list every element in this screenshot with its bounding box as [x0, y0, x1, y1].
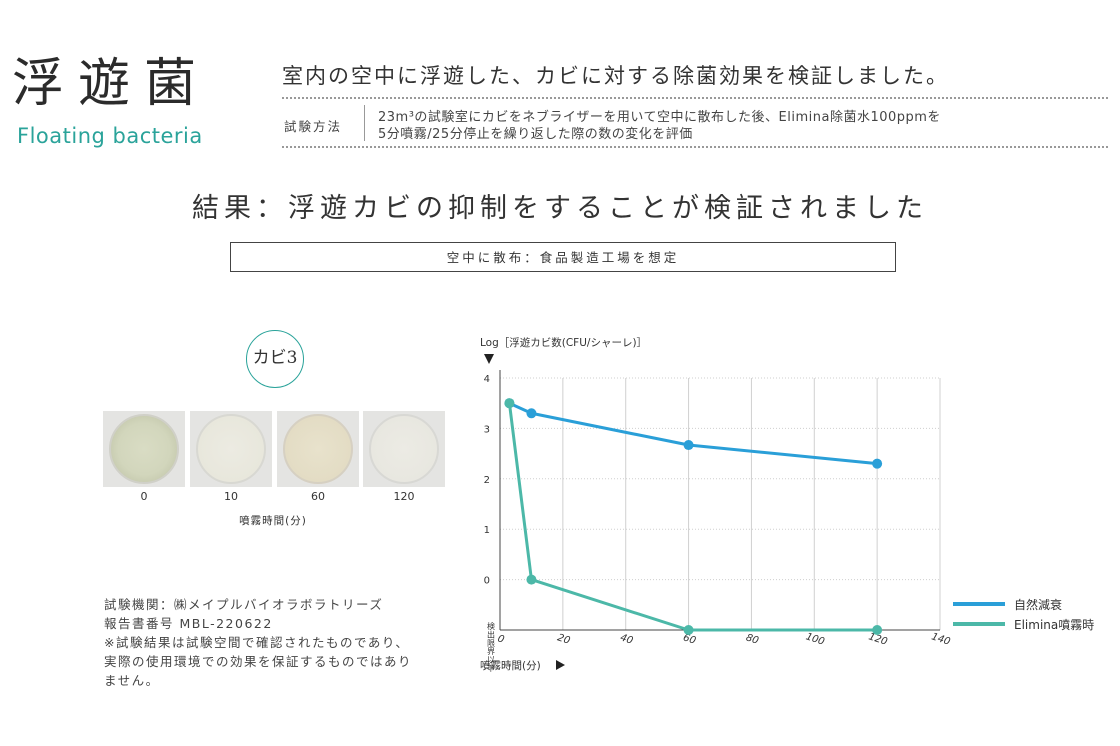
plate-label: 60	[311, 490, 325, 503]
info-lab: 試験機関：㈱メイプルバイオラボラトリーズ	[104, 597, 384, 612]
petri-plate-120	[363, 411, 445, 487]
headline: 室内の空中に浮遊した、カビに対する除菌効果を検証しました。	[282, 64, 949, 88]
series-line-1	[507, 403, 878, 632]
page-title: 浮遊菌	[12, 54, 211, 114]
petri-plate-60	[277, 411, 359, 487]
petri-dish-image	[369, 414, 439, 484]
detection-limit-label-char: 以	[487, 656, 495, 665]
plate-label: 0	[140, 490, 148, 503]
plate-label: 120	[393, 490, 415, 503]
divider-top	[282, 97, 1108, 99]
mold-badge: カビ3	[246, 330, 304, 388]
y-axis-label: Log［浮遊カビ数(CFU/シャーレ)］	[480, 336, 647, 349]
result-heading: 結果：浮遊カビの抑制をすることが検証されました	[192, 193, 928, 224]
detection-limit-label-char: 出	[487, 629, 495, 639]
x-tick-label: 80	[744, 632, 760, 646]
y-axis-arrow-icon	[484, 354, 494, 364]
x-axis-label: 噴霧時間(分)	[480, 660, 541, 672]
legend-label-elimina: Elimina噴霧時	[1014, 618, 1095, 632]
method-text-line2: 5分噴霧/25分停止を繰り返した際の数の変化を評価	[378, 127, 693, 142]
petri-plate-0	[103, 411, 185, 487]
method-label: 試験方法	[284, 119, 343, 134]
x-tick-label: 0	[496, 633, 505, 645]
y-tick-label: 2	[484, 475, 490, 486]
detection-limit-label-char: 下	[487, 664, 495, 673]
y-tick-label: 4	[484, 374, 490, 385]
detection-limit-label-char: 限	[487, 639, 495, 648]
legend-label-natural: 自然減衰	[1014, 598, 1063, 612]
info-note-3: ません。	[104, 673, 160, 688]
legend-swatch-elimina	[953, 622, 1005, 626]
info-note-2: 実際の使用環境での効果を保証するものではあり	[104, 654, 413, 669]
petri-plate-10	[190, 411, 272, 487]
y-tick-label: 0	[484, 576, 490, 587]
x-tick-label: 140	[930, 631, 952, 647]
x-tick-label: 100	[804, 631, 826, 647]
x-axis-arrow-icon	[556, 660, 565, 670]
divider-bottom	[282, 146, 1108, 148]
detection-limit-label-char: 界	[487, 647, 495, 656]
data-point-series-1	[872, 625, 883, 635]
data-point-series-0	[683, 440, 694, 451]
legend-swatch-natural	[953, 602, 1005, 606]
petri-dish-image	[196, 414, 266, 484]
info-report: 報告書番号 MBL-220622	[104, 616, 273, 631]
method-separator	[364, 105, 365, 141]
method-text-line1: 23m³の試験室にカビをネブライザーを用いて空中に散布した後、Elimina除菌…	[378, 110, 941, 125]
plate-label: 10	[224, 490, 238, 503]
condition-box: 空中に散布：食品製造工場を想定	[230, 242, 896, 272]
series-line-0	[508, 401, 878, 466]
data-point-series-0	[526, 408, 537, 419]
data-point-series-0	[872, 458, 883, 469]
info-note-1: ※試験結果は試験空間で確認されたものであり、	[104, 635, 410, 650]
x-tick-label: 60	[682, 632, 698, 646]
x-tick-label: 20	[556, 632, 572, 646]
spray-time-label: 噴霧時間(分)	[239, 515, 307, 527]
detection-limit-label-char: 検	[487, 621, 495, 631]
data-point-series-1	[526, 574, 537, 585]
x-tick-label: 40	[619, 632, 635, 646]
data-point-series-1	[504, 398, 515, 409]
data-point-series-1	[683, 625, 694, 635]
y-tick-label: 3	[484, 424, 490, 435]
petri-dish-image	[283, 414, 353, 484]
petri-dish-image	[109, 414, 179, 484]
page-subtitle-en: Floating bacteria	[17, 124, 203, 148]
y-tick-label: 1	[484, 525, 490, 536]
